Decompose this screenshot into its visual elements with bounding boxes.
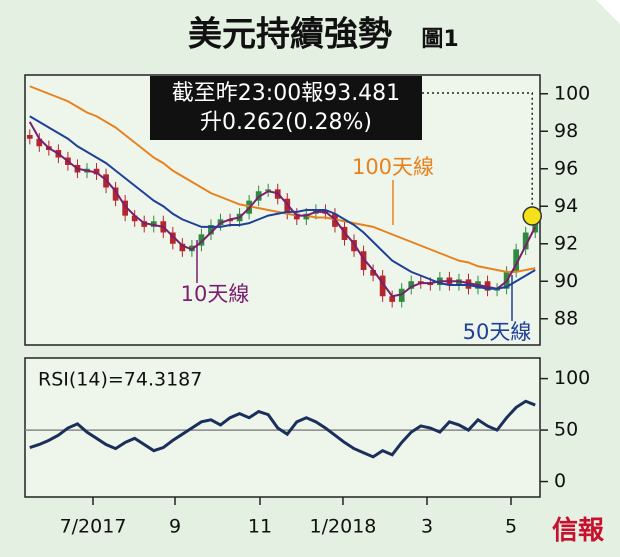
source: 信報 xyxy=(552,516,605,546)
annotation: 截至昨23:00報93.481 xyxy=(172,81,400,106)
candle-body xyxy=(112,187,119,201)
y-tick-label: 100 xyxy=(554,367,590,389)
annotation: 升0.262(0.28%) xyxy=(200,110,372,135)
y-tick-label: 100 xyxy=(554,82,590,104)
candle-body xyxy=(370,270,376,276)
candle-body xyxy=(179,243,186,252)
candle-body xyxy=(36,138,43,147)
candle-body xyxy=(284,198,291,214)
candle-body xyxy=(408,281,415,289)
y-tick-label: 50 xyxy=(554,419,578,441)
candle-body xyxy=(379,275,386,297)
candle-body xyxy=(131,215,138,222)
candle-body xyxy=(360,251,367,270)
y-tick-label: 0 xyxy=(554,470,566,492)
candle-body xyxy=(26,135,33,139)
rsi-label: RSI(14)=74.3187 xyxy=(38,369,202,391)
figure-label: 圖1 xyxy=(421,27,458,52)
x-tick-label: 5 xyxy=(505,516,517,538)
candle-body xyxy=(513,249,520,272)
legend-label: 10天線 xyxy=(181,282,250,306)
y-tick-label: 96 xyxy=(554,157,578,179)
y-tick-label: 94 xyxy=(554,195,578,217)
candle-body xyxy=(169,232,176,244)
candle-body xyxy=(522,232,529,250)
candle-body xyxy=(351,240,357,252)
x-tick-label: 11 xyxy=(248,516,272,538)
annotation-box xyxy=(150,76,422,140)
y-tick-label: 98 xyxy=(554,120,578,142)
chart-title: 美元持續強勢 xyxy=(188,15,392,55)
x-tick-label: 7/2017 xyxy=(60,516,127,538)
candle-body xyxy=(389,296,396,302)
x-tick-label: 1/2018 xyxy=(310,516,377,538)
y-tick-label: 90 xyxy=(554,270,578,292)
price-panel xyxy=(24,74,541,346)
annotation-leader xyxy=(422,92,533,206)
rsi-line xyxy=(29,399,536,459)
legend-label: 50天線 xyxy=(463,320,532,344)
y-tick-label: 88 xyxy=(554,307,578,329)
y-tick-label: 92 xyxy=(554,232,578,254)
x-tick-label: 3 xyxy=(421,516,433,538)
candle-body xyxy=(208,225,214,235)
candle-body xyxy=(198,234,205,246)
candle-body xyxy=(122,200,128,216)
ma-line xyxy=(29,115,536,290)
last-price-marker xyxy=(522,206,542,226)
x-tick-label: 9 xyxy=(169,516,181,538)
legend-label: 100天線 xyxy=(352,155,434,179)
ma-line xyxy=(28,121,537,298)
rsi-panel xyxy=(24,357,541,498)
